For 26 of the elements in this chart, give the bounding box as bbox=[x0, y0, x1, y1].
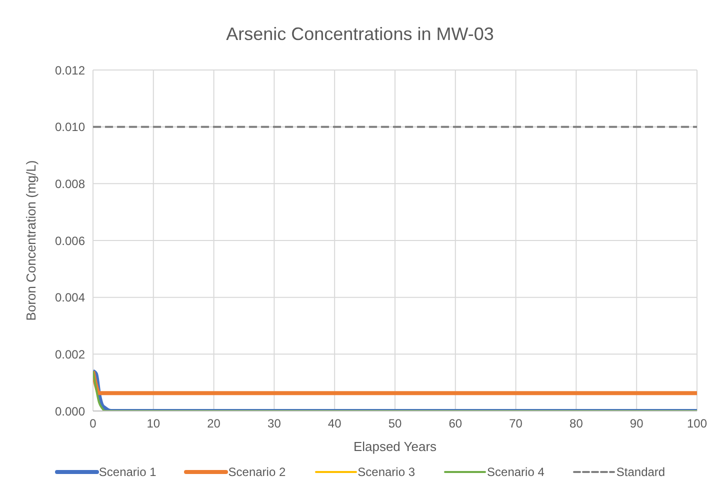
y-tick-label: 0.012 bbox=[54, 63, 86, 78]
x-tick-label: 0 bbox=[90, 416, 97, 431]
y-tick-label: 0.010 bbox=[54, 120, 86, 134]
y-tick-label: 0.008 bbox=[54, 176, 86, 191]
legend-label: Standard bbox=[616, 465, 666, 479]
x-tick-label: 90 bbox=[630, 416, 644, 431]
y-tick-label: 0.000 bbox=[54, 404, 86, 418]
y-tick-label: 0.004 bbox=[54, 290, 86, 305]
x-tick-label: 20 bbox=[207, 416, 221, 431]
x-tick-label: 80 bbox=[570, 416, 584, 431]
x-tick-label: 40 bbox=[328, 416, 342, 431]
legend-label: Scenario 4 bbox=[487, 465, 544, 479]
x-tick-label: 50 bbox=[388, 416, 402, 431]
legend-label: Scenario 2 bbox=[228, 465, 286, 479]
x-tick-label: 30 bbox=[268, 416, 282, 431]
x-axis-title: Elapsed Years bbox=[353, 439, 438, 454]
x-tick-label: 60 bbox=[448, 416, 462, 431]
y-axis-title: Boron Concentration (mg/L) bbox=[24, 160, 39, 321]
x-tick-label: 10 bbox=[146, 416, 160, 431]
legend-label: Scenario 1 bbox=[98, 465, 156, 479]
y-tick-label: 0.006 bbox=[54, 234, 86, 248]
y-tick-label: 0.002 bbox=[54, 347, 86, 362]
chart-title: Arsenic Concentrations in MW-03 bbox=[225, 23, 495, 46]
legend-label: Scenario 3 bbox=[358, 465, 416, 479]
x-tick-label: 100 bbox=[686, 416, 708, 431]
x-tick-label: 70 bbox=[509, 416, 523, 431]
